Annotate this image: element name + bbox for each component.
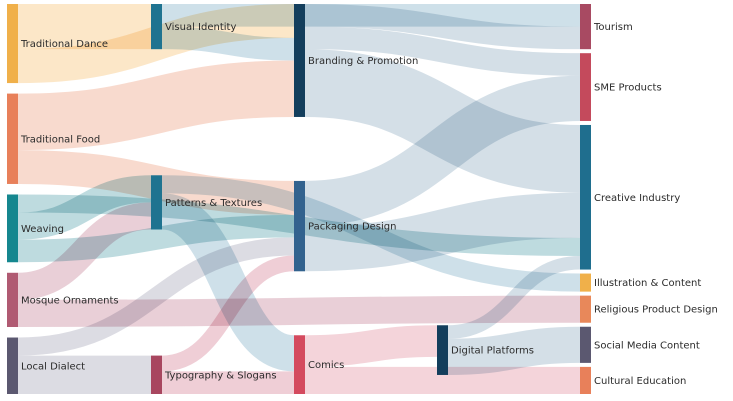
node-sme[interactable] <box>580 53 591 121</box>
node-label-bp: Branding & Promotion <box>308 56 418 67</box>
node-label-cm: Comics <box>308 360 344 371</box>
link-mo-to-pt[interactable] <box>17 202 152 300</box>
node-vi[interactable] <box>151 4 162 50</box>
node-pt[interactable] <box>151 175 162 230</box>
node-label-td: Traditional Dance <box>20 39 108 50</box>
node-ld[interactable] <box>7 337 18 394</box>
node-label-mo: Mosque Ornaments <box>21 295 119 306</box>
link-pt-to-cm[interactable] <box>159 193 297 372</box>
link-tf-to-bp[interactable] <box>17 60 295 151</box>
link-pd-to-ci[interactable] <box>304 192 581 272</box>
node-label-ts: Typography & Slogans <box>164 370 277 381</box>
link-pd-to-sme[interactable] <box>304 75 581 227</box>
node-label-sm: Social Media Content <box>594 340 700 351</box>
node-label-pt: Patterns & Textures <box>165 198 262 209</box>
link-cm-to-dp[interactable] <box>304 325 438 367</box>
link-wv-to-pd[interactable] <box>17 214 295 263</box>
nodes-layer <box>7 4 591 394</box>
node-tr[interactable] <box>580 4 591 50</box>
labels-layer: Traditional Dance Traditional Food Weaving… <box>20 22 718 387</box>
node-label-tr: Tourism <box>593 22 633 33</box>
node-mo[interactable] <box>7 272 18 327</box>
node-label-ic: Illustration & Content <box>594 278 701 289</box>
node-cm[interactable] <box>294 335 305 394</box>
node-tf[interactable] <box>7 93 18 184</box>
links-layer <box>17 3 581 395</box>
node-td[interactable] <box>7 4 18 84</box>
node-label-sme: SME Products <box>594 83 662 94</box>
node-label-vi: Visual Identity <box>165 22 236 33</box>
link-dp-to-ci[interactable] <box>447 256 581 339</box>
link-ts-to-pd[interactable] <box>161 255 295 372</box>
node-bp[interactable] <box>294 4 305 117</box>
node-ic[interactable] <box>580 273 591 292</box>
node-sm[interactable] <box>580 326 591 363</box>
node-ts[interactable] <box>151 355 162 394</box>
link-dp-to-sm[interactable] <box>447 326 581 375</box>
node-ci[interactable] <box>580 124 591 270</box>
node-rp[interactable] <box>580 295 591 323</box>
node-pd[interactable] <box>294 180 305 272</box>
link-bp-to-ci[interactable] <box>304 49 581 193</box>
node-label-rp: Religious Product Design <box>594 305 718 316</box>
node-label-wv: Weaving <box>21 224 64 235</box>
link-vi-to-bp[interactable] <box>161 26 295 61</box>
link-ld-to-pd[interactable] <box>17 237 295 356</box>
node-label-ce: Cultural Education <box>594 376 686 387</box>
node-ce[interactable] <box>580 366 591 394</box>
node-label-dp: Digital Platforms <box>451 346 534 357</box>
node-label-ci: Creative Industry <box>594 193 680 204</box>
node-label-tf: Traditional Food <box>20 134 100 145</box>
node-label-pd: Packaging Design <box>308 222 396 233</box>
node-wv[interactable] <box>7 194 18 263</box>
link-bp-to-sme[interactable] <box>304 26 581 76</box>
node-label-ld: Local Dialect <box>21 361 85 372</box>
link-bp-to-tr[interactable] <box>304 4 581 50</box>
node-dp[interactable] <box>437 325 448 375</box>
